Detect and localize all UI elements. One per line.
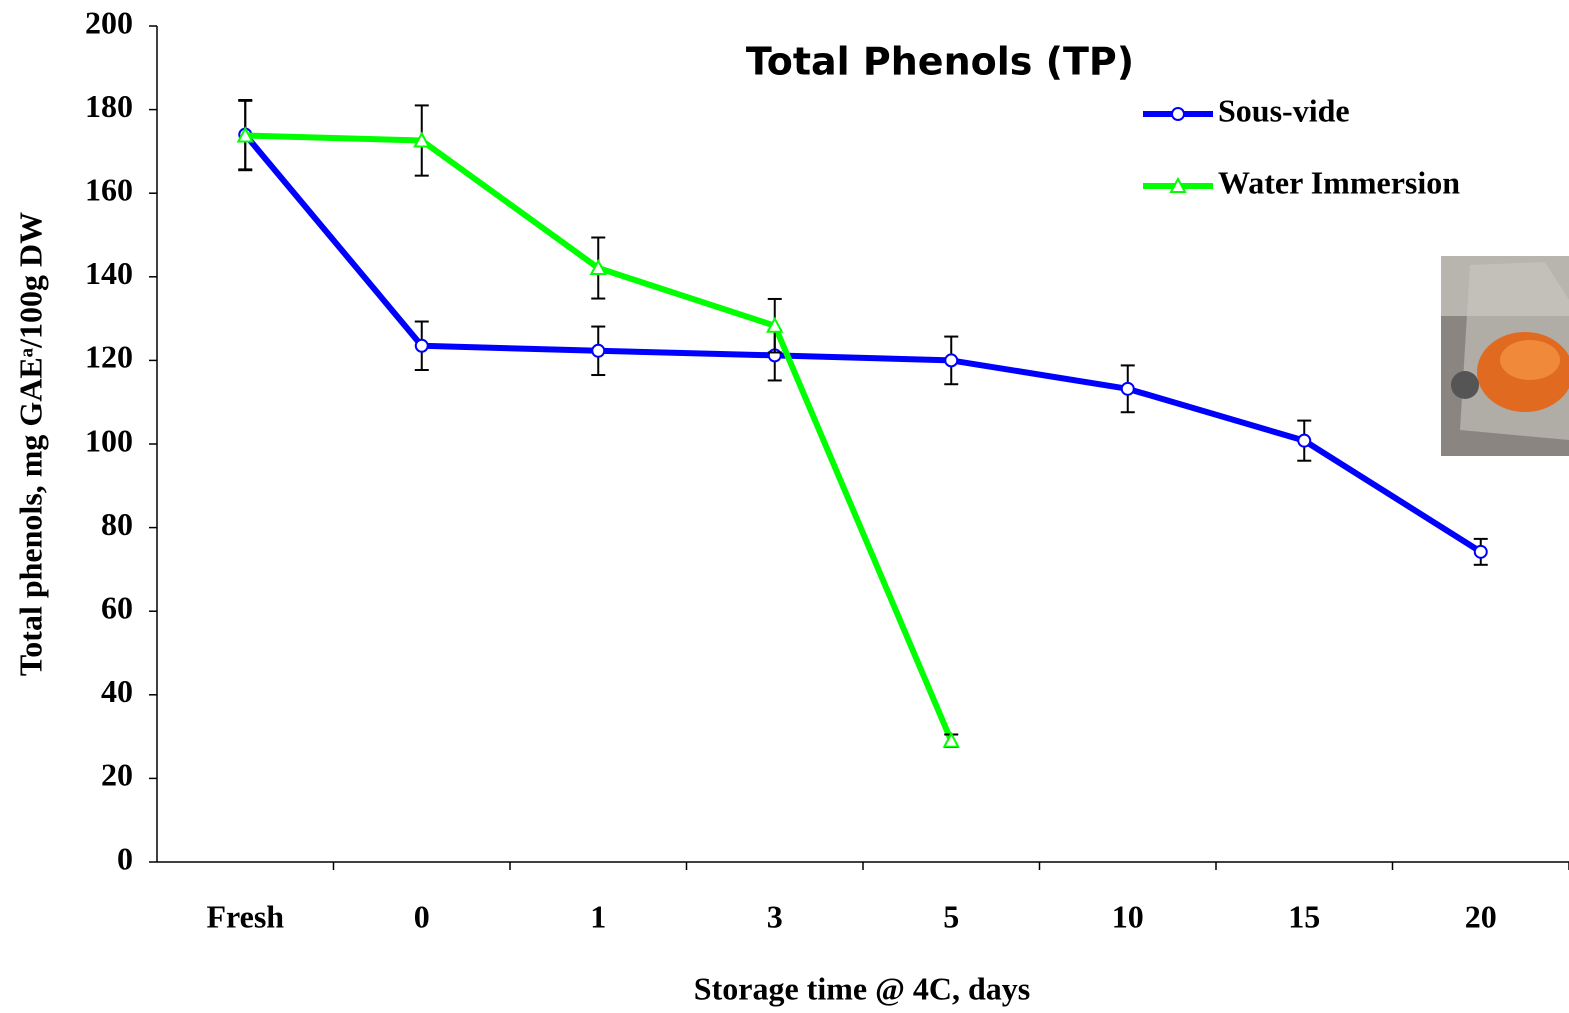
y-tick-label: 0 — [117, 840, 133, 876]
marker — [1120, 381, 1135, 396]
y-tick-label: 60 — [101, 590, 133, 626]
marker — [1473, 544, 1488, 559]
marker — [1169, 176, 1187, 193]
x-tick-label: 15 — [1288, 898, 1320, 934]
x-tick-label: 0 — [414, 898, 430, 934]
marker — [591, 343, 606, 358]
y-tick-label: 180 — [85, 88, 133, 124]
series-line — [242, 132, 1483, 555]
y-axis-label: Total phenols, mg GAEᵃ/100g DW — [12, 212, 48, 676]
x-tick-label: 5 — [943, 898, 959, 934]
y-tick-label: 120 — [85, 339, 133, 375]
marker — [414, 338, 429, 353]
marker — [1297, 433, 1312, 448]
x-tick-label: Fresh — [206, 898, 284, 934]
series-line — [245, 132, 955, 742]
photo — [1441, 256, 1569, 456]
y-tick-label: 80 — [101, 506, 133, 542]
x-tick-label: 3 — [767, 898, 783, 934]
x-tick-label: 20 — [1465, 898, 1497, 934]
legend-label: Water Immersion — [1218, 164, 1460, 200]
marker — [1171, 107, 1185, 121]
chart-title: Total Phenols (TP) — [746, 40, 1134, 84]
marker — [589, 258, 607, 276]
x-axis-label: Storage time @ 4C, days — [694, 970, 1030, 1006]
y-tick-label: 140 — [85, 255, 133, 291]
y-tick-label: 40 — [101, 673, 133, 709]
y-tick-label: 200 — [85, 4, 133, 40]
marker — [942, 731, 960, 748]
marker — [766, 316, 784, 333]
y-tick-label: 100 — [85, 422, 133, 458]
y-tick-label: 160 — [85, 172, 133, 208]
marker — [944, 353, 959, 368]
x-tick-label: 10 — [1112, 898, 1144, 934]
marker — [413, 131, 431, 148]
legend-label: Sous-vide — [1218, 92, 1350, 128]
marker — [236, 126, 254, 143]
y-tick-label: 20 — [101, 757, 133, 793]
x-tick-label: 1 — [590, 898, 606, 934]
